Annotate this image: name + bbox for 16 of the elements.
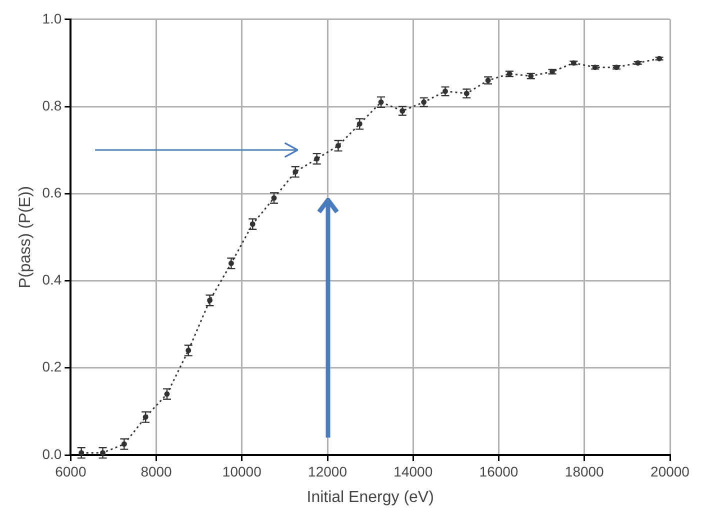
y-tick-label: 1.0 [42,10,62,26]
x-tick-label: 10000 [222,463,262,480]
y-tick-label: 0.0 [42,446,62,462]
x-tick-label: 16000 [479,463,518,480]
y-tick-label: 0.8 [42,97,62,114]
y-tick-label: 0.6 [42,184,62,200]
x-axis-title: Initial Energy (eV) [306,488,434,506]
y-tick-label: 0.2 [42,358,62,375]
y-tick-label: 0.4 [42,272,62,288]
x-tick-label: 8000 [140,463,172,480]
x-tick-label: 18000 [564,463,604,480]
x-tick-label: 14000 [394,463,433,480]
x-tick-label: 20000 [650,463,690,480]
x-tick-label: 12000 [308,463,348,480]
x-tick-label: 6000 [55,463,86,480]
y-axis-title: P(pass) (P(E)) [17,186,34,288]
